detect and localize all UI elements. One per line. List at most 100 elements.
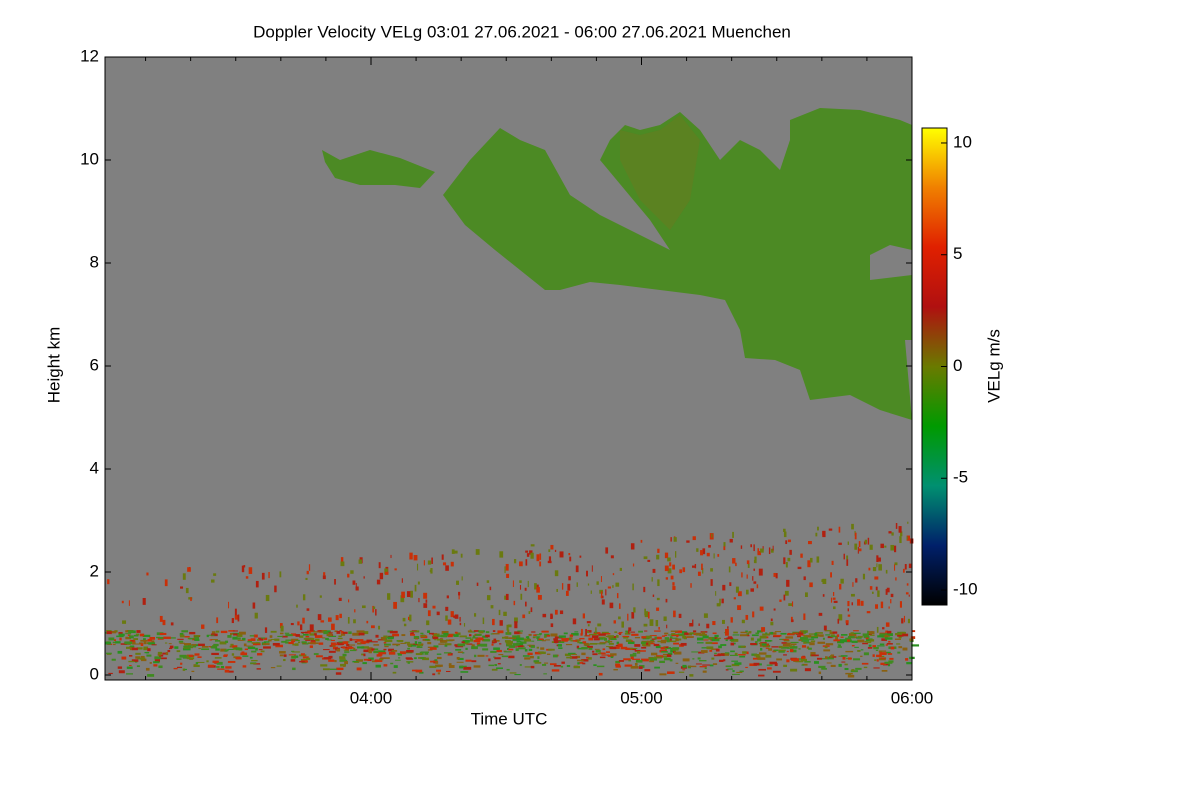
speckle <box>421 643 424 646</box>
speckle <box>504 651 512 653</box>
speckle <box>789 645 793 648</box>
speckle <box>606 646 614 648</box>
speckle <box>734 652 738 656</box>
speckle <box>461 576 463 581</box>
speckle <box>318 642 324 645</box>
speckle <box>773 634 782 637</box>
speckle <box>342 641 349 645</box>
speckle <box>409 630 417 632</box>
speckle <box>513 559 517 564</box>
speckle <box>127 634 131 636</box>
speckle <box>142 597 146 605</box>
speckle <box>854 543 858 550</box>
speckle <box>181 630 189 633</box>
speckle <box>533 634 537 636</box>
speckle <box>569 556 572 562</box>
speckle <box>505 637 509 640</box>
speckle <box>618 603 621 609</box>
speckle <box>108 637 115 641</box>
speckle <box>888 606 890 609</box>
speckle <box>330 642 336 646</box>
speckle <box>249 635 255 637</box>
speckle <box>362 605 366 609</box>
speckle <box>735 562 737 567</box>
speckle <box>566 665 571 667</box>
speckle <box>457 657 464 661</box>
speckle <box>856 637 862 639</box>
speckle <box>438 643 445 645</box>
speckle <box>319 595 322 598</box>
speckle <box>725 669 729 671</box>
speckle <box>297 641 301 644</box>
speckle <box>866 611 871 614</box>
speckle <box>459 616 461 622</box>
speckle <box>579 637 585 640</box>
speckle <box>546 634 551 637</box>
speckle <box>456 661 464 663</box>
speckle <box>143 638 146 642</box>
speckle <box>232 636 238 640</box>
speckle <box>667 568 672 574</box>
speckle <box>409 633 415 636</box>
speckle <box>873 667 880 669</box>
speckle <box>750 544 753 548</box>
speckle <box>634 649 641 652</box>
speckle <box>466 643 473 645</box>
speckle <box>741 572 743 578</box>
speckle <box>617 645 623 648</box>
speckle <box>373 606 376 610</box>
speckle <box>340 561 345 567</box>
speckle <box>456 580 459 585</box>
speckle <box>295 639 300 642</box>
speckle <box>886 630 892 634</box>
speckle <box>631 633 639 636</box>
speckle <box>182 648 191 651</box>
speckle <box>753 568 756 571</box>
speckle <box>161 657 167 660</box>
speckle <box>418 641 422 644</box>
speckle <box>529 655 534 659</box>
speckle <box>194 653 200 656</box>
speckle <box>352 632 360 636</box>
speckle <box>599 652 606 655</box>
speckle <box>839 583 842 590</box>
speckle <box>907 618 910 624</box>
speckle <box>453 550 458 554</box>
speckle <box>630 656 634 660</box>
speckle <box>530 544 535 547</box>
speckle <box>539 553 542 560</box>
speckle <box>585 628 587 636</box>
speckle <box>842 656 846 660</box>
speckle <box>847 614 851 617</box>
speckle <box>227 648 234 650</box>
speckle <box>433 633 440 637</box>
speckle <box>427 646 436 648</box>
speckle <box>784 590 789 596</box>
speckle <box>853 658 861 661</box>
speckle <box>143 646 149 650</box>
speckle <box>572 640 578 642</box>
speckle <box>243 565 246 568</box>
speckle <box>408 644 413 648</box>
speckle <box>191 670 195 673</box>
speckle <box>558 647 563 649</box>
speckle <box>586 656 589 659</box>
speckle <box>712 632 717 635</box>
speckle <box>306 657 311 660</box>
speckle <box>517 645 524 648</box>
speckle <box>695 663 702 665</box>
speckle <box>326 633 333 637</box>
speckle <box>666 654 672 657</box>
speckle <box>188 637 194 640</box>
speckle <box>416 643 424 647</box>
speckle <box>210 639 218 641</box>
speckle <box>170 637 176 639</box>
speckle <box>604 637 607 641</box>
speckle <box>576 645 580 649</box>
speckle <box>888 531 892 534</box>
speckle <box>147 638 153 642</box>
speckle <box>786 659 790 663</box>
speckle <box>852 632 861 634</box>
speckle <box>797 566 802 570</box>
speckle <box>881 655 885 657</box>
